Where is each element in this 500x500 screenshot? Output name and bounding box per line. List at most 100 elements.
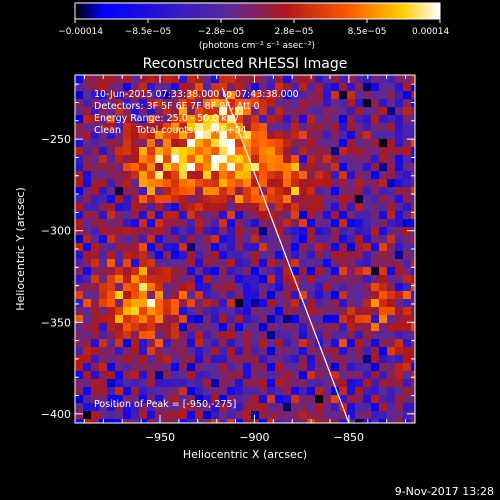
- heatmap-cell: [387, 131, 395, 139]
- heatmap-cell: [251, 131, 259, 139]
- heatmap-cell: [315, 379, 323, 387]
- heatmap-cell: [99, 123, 107, 131]
- heatmap-cell: [283, 339, 291, 347]
- heatmap-cell: [219, 379, 227, 387]
- heatmap-cell: [251, 371, 259, 379]
- heatmap-cell: [115, 251, 123, 259]
- heatmap-cell: [107, 419, 115, 423]
- heatmap-cell: [259, 291, 267, 299]
- heatmap-cell: [339, 307, 347, 315]
- heatmap-cell: [235, 299, 243, 307]
- heatmap-cell: [355, 131, 363, 139]
- heatmap-cell: [179, 83, 187, 91]
- heatmap-cell: [99, 259, 107, 267]
- heatmap-cell: [315, 251, 323, 259]
- x-tick-labels: −950 −900 −850: [145, 431, 364, 444]
- heatmap-cell: [267, 227, 275, 235]
- heatmap-cell: [259, 403, 267, 411]
- heatmap-cell: [291, 355, 299, 363]
- heatmap-cell: [251, 75, 259, 83]
- heatmap-cell: [275, 315, 283, 323]
- heatmap-cell: [315, 403, 323, 411]
- heatmap-cell: [83, 299, 91, 307]
- heatmap-cell: [355, 171, 363, 179]
- heatmap-cell: [339, 411, 347, 419]
- heatmap-cell: [251, 187, 259, 195]
- heatmap-cell: [283, 155, 291, 163]
- heatmap-cell: [179, 227, 187, 235]
- heatmap-cell: [91, 107, 99, 115]
- heatmap-cell: [187, 283, 195, 291]
- heatmap-cell: [227, 331, 235, 339]
- y-tick-label: −250: [41, 133, 71, 146]
- heatmap-cell: [283, 275, 291, 283]
- heatmap-cell: [291, 243, 299, 251]
- heatmap-cell: [155, 411, 163, 419]
- heatmap-cell: [99, 363, 107, 371]
- heatmap-cell: [83, 179, 91, 187]
- heatmap-cell: [187, 267, 195, 275]
- heatmap-cell: [91, 195, 99, 203]
- heatmap-cell: [323, 75, 331, 83]
- heatmap-cell: [155, 371, 163, 379]
- heatmap-cell: [403, 283, 411, 291]
- heatmap-cell: [91, 155, 99, 163]
- heatmap-cell: [115, 419, 123, 423]
- heatmap-cell: [331, 339, 339, 347]
- heatmap-cell: [91, 283, 99, 291]
- heatmap-cell: [395, 211, 403, 219]
- heatmap-cell: [195, 283, 203, 291]
- heatmap-cell: [75, 323, 83, 331]
- heatmap-cell: [139, 363, 147, 371]
- heatmap-cell: [315, 395, 323, 403]
- heatmap-cell: [107, 275, 115, 283]
- heatmap-cell: [403, 275, 411, 283]
- heatmap-cell: [203, 267, 211, 275]
- heatmap-cell: [387, 187, 395, 195]
- heatmap-cell: [259, 379, 267, 387]
- heatmap-cell: [403, 131, 411, 139]
- heatmap-cell: [147, 299, 155, 307]
- heatmap-cell: [203, 219, 211, 227]
- heatmap-cell: [171, 307, 179, 315]
- heatmap-cell: [315, 203, 323, 211]
- heatmap-cell: [355, 123, 363, 131]
- heatmap-cell: [123, 331, 131, 339]
- heatmap-cell: [195, 211, 203, 219]
- heatmap-cell: [115, 315, 123, 323]
- heatmap-cell: [355, 243, 363, 251]
- heatmap-cell: [291, 107, 299, 115]
- heatmap-cell: [187, 211, 195, 219]
- heatmap-cell: [163, 147, 171, 155]
- heatmap-cell: [195, 235, 203, 243]
- heatmap-cell: [147, 147, 155, 155]
- heatmap-cell: [339, 355, 347, 363]
- heatmap-cell: [331, 331, 339, 339]
- heatmap-cell: [187, 227, 195, 235]
- heatmap-cell: [227, 395, 235, 403]
- heatmap-cell: [211, 83, 219, 91]
- heatmap-cell: [363, 411, 371, 419]
- heatmap-cell: [171, 363, 179, 371]
- heatmap-cell: [291, 387, 299, 395]
- heatmap-cell: [171, 147, 179, 155]
- heatmap-cell: [91, 387, 99, 395]
- heatmap-cell: [139, 275, 147, 283]
- heatmap-cell: [339, 195, 347, 203]
- heatmap-cell: [131, 243, 139, 251]
- heatmap-cell: [219, 259, 227, 267]
- heatmap-cell: [195, 131, 203, 139]
- heatmap-cell: [115, 131, 123, 139]
- heatmap-cell: [283, 379, 291, 387]
- heatmap-cell: [299, 363, 307, 371]
- heatmap-cell: [259, 395, 267, 403]
- heatmap-cell: [163, 379, 171, 387]
- heatmap-cell: [235, 91, 243, 99]
- heatmap-cell: [347, 147, 355, 155]
- heatmap-cell: [267, 83, 275, 91]
- heatmap-cell: [131, 267, 139, 275]
- heatmap-cell: [323, 251, 331, 259]
- heatmap-cell: [387, 115, 395, 123]
- heatmap-cell: [211, 395, 219, 403]
- heatmap-cell: [227, 139, 235, 147]
